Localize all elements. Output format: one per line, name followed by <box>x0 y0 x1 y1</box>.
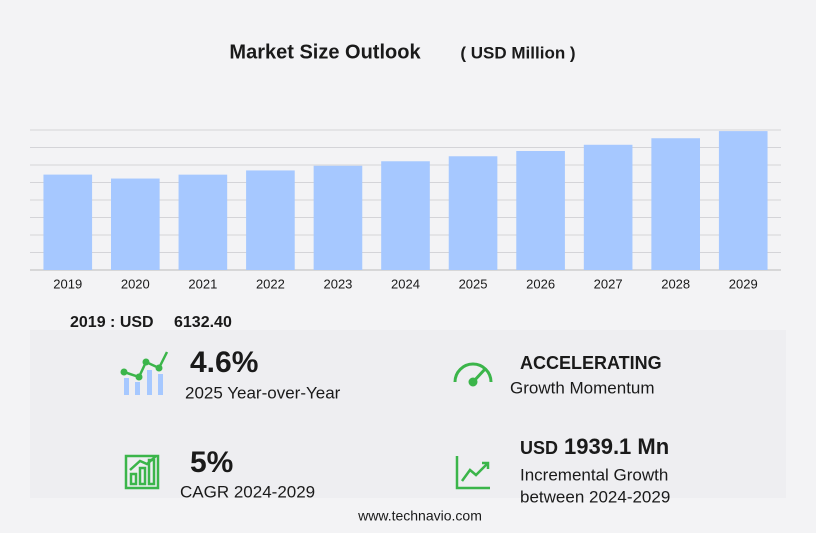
cagr-value: 5% <box>190 446 233 479</box>
yoy-icon <box>120 351 169 395</box>
footer: www.technavio.com <box>357 508 482 524</box>
x-tick-label: 2029 <box>729 276 758 291</box>
cagr-icon <box>124 454 160 490</box>
bar <box>381 161 430 270</box>
bar <box>246 170 295 270</box>
cagr-label: CAGR 2024-2029 <box>180 482 315 501</box>
chart-unit: ( USD Million ) <box>460 43 575 62</box>
plot-area: 2019 2020 2021 2022 2023 2024 2025 2026 2027 2028… <box>30 129 781 291</box>
x-tick-label: 2022 <box>256 276 285 291</box>
bar <box>516 151 565 270</box>
bar <box>718 131 768 270</box>
x-tick-label: 2019 <box>53 276 82 291</box>
bar <box>583 144 633 270</box>
bar <box>448 156 498 270</box>
x-tick-label: 2026 <box>526 276 555 291</box>
increment-icon <box>455 456 490 490</box>
base-value: 6132.40 <box>174 314 232 331</box>
bar <box>43 174 93 270</box>
x-tick-label: 2028 <box>661 276 690 291</box>
momentum-icon <box>453 362 493 387</box>
base-label: 2019 : USD <box>70 314 154 331</box>
bar <box>178 174 228 270</box>
summary-panel <box>30 330 786 498</box>
x-tick-label: 2025 <box>459 276 488 291</box>
increment-label1: Incremental Growth <box>520 465 668 484</box>
x-tick-label: 2023 <box>323 276 352 291</box>
x-tick-label: 2024 <box>391 276 420 291</box>
momentum-value: ACCELERATING <box>520 353 662 373</box>
x-tick-label: 2020 <box>121 276 150 291</box>
x-tick-label: 2021 <box>188 276 217 291</box>
momentum-label: Growth Momentum <box>510 378 655 397</box>
bar <box>313 165 363 270</box>
increment-label2: between 2024-2029 <box>520 487 670 506</box>
increment-value: 1939.1 Mn <box>564 434 669 459</box>
yoy-label: 2025 Year-over-Year <box>185 383 341 402</box>
chart-title: Market Size Outlook <box>229 41 421 63</box>
x-tick-label: 2027 <box>594 276 623 291</box>
bar <box>651 138 700 270</box>
increment-prefix: USD <box>520 438 558 458</box>
yoy-value: 4.6% <box>190 346 258 379</box>
bar <box>111 178 160 270</box>
